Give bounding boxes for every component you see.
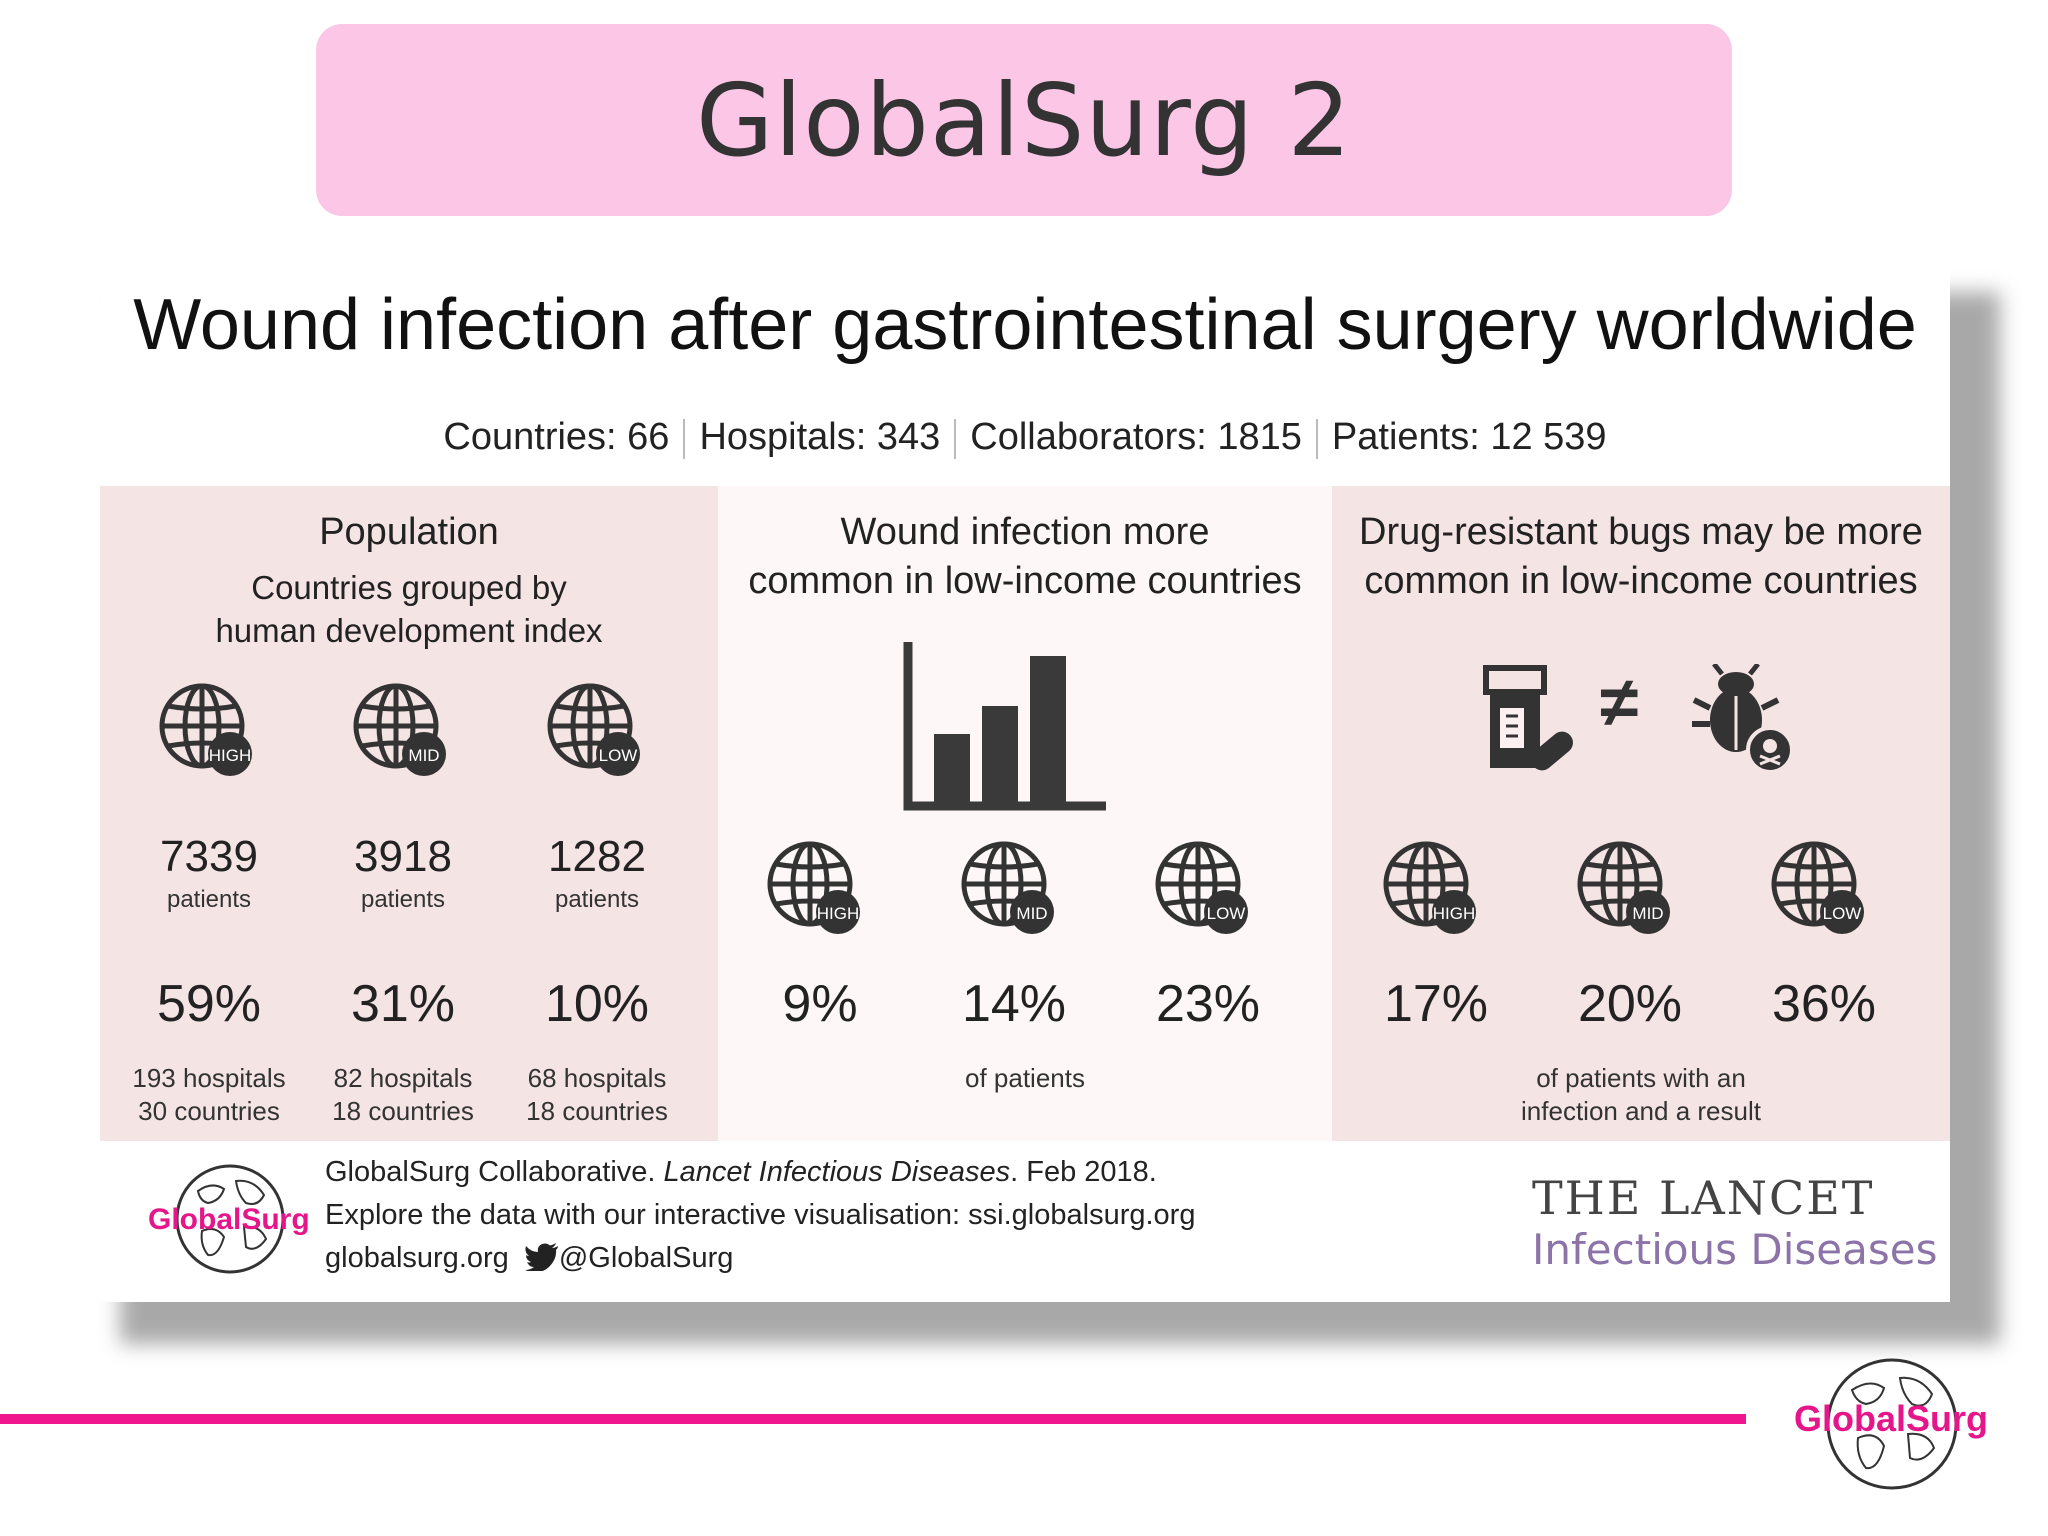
patients-label: patients (166, 886, 252, 913)
pill-bottle-icon (1483, 665, 1573, 771)
hospitals-mid: 82 hospitals (333, 1063, 473, 1093)
infographic: Wound infection after gastrointestinal s… (100, 266, 1950, 1302)
patients-label: patients (554, 886, 640, 913)
stat-patients: Patients: 12 539 (1331, 416, 1607, 458)
infection-percent-low: 23% (1155, 975, 1261, 1033)
patients-high: 7339 (160, 832, 258, 881)
globe-high-icon: HIGH (152, 678, 272, 798)
twitter-bird-icon (524, 1243, 558, 1273)
resistance-percent-low: 36% (1771, 975, 1877, 1033)
infection-caption: of patients (965, 1063, 1085, 1093)
not-equal-icon: ≠ (1600, 663, 1639, 741)
patients-mid: 3918 (354, 832, 452, 881)
badge-high: HIGH (1433, 904, 1476, 923)
corner-globalsurg-logo-text: GlobalSurg (1794, 1398, 1989, 1439)
globe-high-icon: HIGH (760, 836, 880, 956)
lancet-subtitle: Infectious Diseases (1532, 1225, 1938, 1274)
globe-mid-icon: MID (346, 678, 466, 798)
citation-suffix: . Feb 2018. (1010, 1156, 1157, 1188)
hospitals-high: 193 hospitals (132, 1063, 286, 1093)
lancet-title: THE LANCET (1532, 1171, 1875, 1225)
badge-mid: MID (408, 746, 439, 765)
infection-percent-mid: 14% (961, 975, 1067, 1033)
badge-low: LOW (599, 746, 638, 765)
stat-divider (954, 418, 957, 459)
badge-mid: MID (1016, 904, 1047, 923)
countries-mid: 18 countries (332, 1096, 474, 1126)
globe-mid-icon: MID (954, 836, 1074, 956)
stat-divider (1315, 418, 1318, 459)
badge-low: LOW (1823, 904, 1862, 923)
globe-low-icon: LOW (1148, 836, 1268, 956)
stat-countries: Countries: 66 (443, 416, 670, 458)
bar-chart-icon (903, 642, 1106, 811)
slide-title: GlobalSurg 2 (695, 61, 1353, 179)
percent-high: 59% (156, 975, 262, 1033)
globe-low-icon: LOW (1764, 836, 1884, 956)
citation-journal: Lancet Infectious Diseases (663, 1156, 1011, 1188)
globalsurg-globe-icon (175, 1164, 285, 1274)
site-link[interactable]: globalsurg.org (325, 1242, 509, 1274)
population-panel: Population Countries grouped by human de… (100, 486, 718, 1141)
infographic-headline: Wound infection after gastrointestinal s… (133, 285, 1917, 365)
corner-globe-icon (1826, 1358, 1958, 1490)
globalsurg-logo-text: GlobalSurg (148, 1203, 310, 1236)
population-subtitle-1: Countries grouped by (251, 569, 567, 606)
stat-collaborators: Collaborators: 1815 (970, 416, 1302, 458)
bug-icon (1692, 664, 1794, 774)
infographic-footer: GlobalSurg GlobalSurg Collaborative. Lan… (100, 1141, 1950, 1302)
resistance-percent-mid: 20% (1577, 975, 1683, 1033)
citation-line-1: GlobalSurg Collaborative. Lancet Infecti… (325, 1151, 1195, 1194)
resistance-percent-high: 17% (1383, 975, 1489, 1033)
twitter-handle[interactable]: @GlobalSurg (558, 1242, 734, 1274)
slide-title-banner: GlobalSurg 2 (316, 24, 1732, 216)
globe-low-icon: LOW (540, 678, 660, 798)
population-title: Population (319, 511, 499, 553)
badge-high: HIGH (209, 746, 252, 765)
badge-low: LOW (1207, 904, 1246, 923)
pink-divider-line (0, 1414, 1746, 1424)
resistance-panel: Drug-resistant bugs may be more common i… (1332, 486, 1950, 1141)
resistance-title-2: common in low-income countries (1364, 560, 1918, 602)
infection-title-2: common in low-income countries (748, 560, 1302, 602)
badge-mid: MID (1632, 904, 1663, 923)
citation-prefix: GlobalSurg Collaborative. (325, 1156, 664, 1188)
hospitals-low: 68 hospitals (527, 1063, 667, 1093)
badge-high: HIGH (817, 904, 860, 923)
countries-low: 18 countries (526, 1096, 668, 1126)
population-subtitle-2: human development index (215, 612, 603, 649)
percent-low: 10% (544, 975, 650, 1033)
infection-title-1: Wound infection more (840, 511, 1210, 553)
resistance-title-1: Drug-resistant bugs may be more (1359, 511, 1923, 553)
stats-bar: Countries: 66 Hospitals: 343 Collaborators… (100, 416, 1950, 459)
patients-label: patients (360, 886, 446, 913)
infection-panel: Wound infection more common in low-incom… (718, 486, 1332, 1141)
globe-high-icon: HIGH (1376, 836, 1496, 956)
stat-hospitals: Hospitals: 343 (699, 416, 941, 458)
stat-divider (683, 418, 686, 459)
resistance-caption-2: infection and a result (1521, 1096, 1761, 1126)
citation-line-3: globalsurg.org @GlobalSurg (325, 1237, 1195, 1280)
infection-percent-high: 9% (782, 975, 858, 1033)
citation: GlobalSurg Collaborative. Lancet Infecti… (325, 1151, 1195, 1280)
resistance-caption-1: of patients with an (1536, 1063, 1746, 1093)
globe-mid-icon: MID (1570, 836, 1690, 956)
citation-line-2: Explore the data with our interactive vi… (325, 1199, 1196, 1231)
patients-low: 1282 (548, 832, 646, 881)
percent-mid: 31% (350, 975, 456, 1033)
countries-high: 30 countries (138, 1096, 280, 1126)
